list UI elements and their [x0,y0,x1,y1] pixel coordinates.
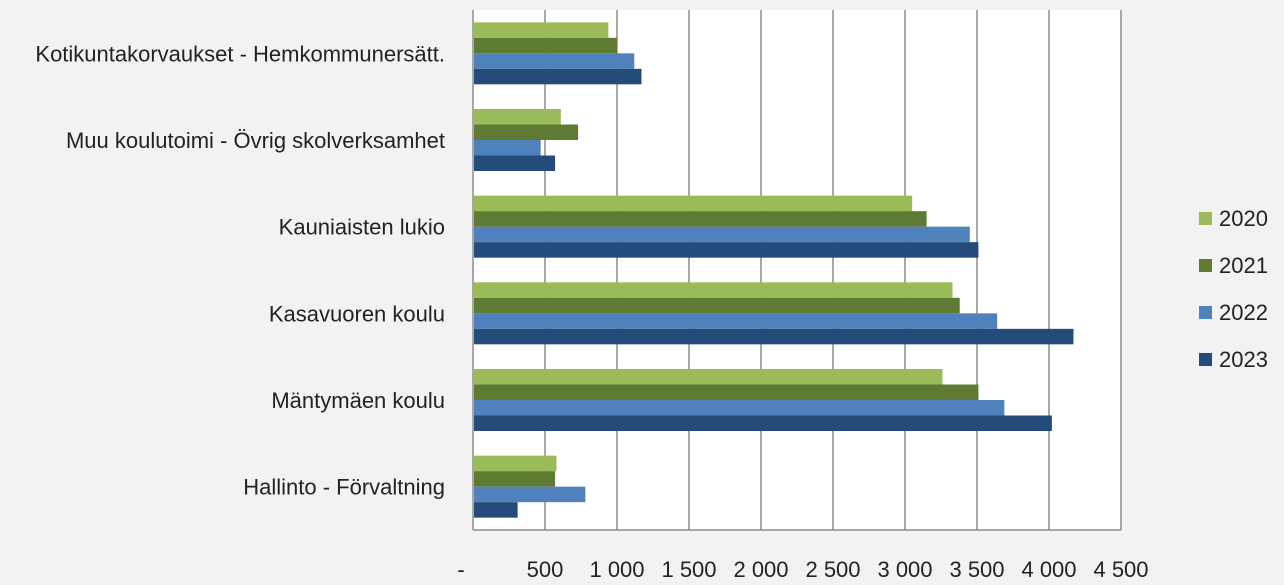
legend: 2020 2021 2022 2023 [1199,206,1268,372]
plot-area [473,10,1121,530]
bar-2023 [474,502,518,518]
bar-2023 [474,155,556,171]
x-tick-label: 4 500 [1093,557,1148,580]
bar-2022 [474,53,635,69]
legend-label: 2022 [1219,300,1268,325]
bar-2023 [474,242,979,258]
bar-2020 [474,455,557,472]
category-label: Kasavuoren koulu [269,301,445,326]
legend-swatch-2020 [1199,212,1212,225]
x-tick-label: 500 [527,557,564,580]
x-tick-label: 1 500 [661,557,716,580]
bar-2020 [474,282,953,298]
bar-2023 [474,68,642,85]
category-label: Mäntymäen koulu [271,388,445,413]
category-label: Hallinto - Förvaltning [243,475,445,500]
legend-label: 2023 [1219,347,1268,372]
bar-2020 [474,109,561,125]
x-tick-label: 2 500 [805,557,860,580]
bar-2022 [474,400,1005,416]
bars [474,22,1074,518]
legend-label: 2021 [1219,253,1268,278]
bar-2023 [474,328,1074,345]
category-labels: Kotikuntakorvaukset - Hemkommunersätt. Mu… [35,41,445,499]
x-tick-label: 2 000 [733,557,788,580]
bar-2022 [474,313,998,329]
bar-2021 [474,124,579,140]
x-tick-label: 4 000 [1021,557,1076,580]
gridlines [544,10,1122,530]
x-tick-label: 3 500 [949,557,1004,580]
x-tick-label: - [457,557,464,580]
category-label: Kotikuntakorvaukset - Hemkommunersätt. [35,41,445,66]
bar-2020 [474,369,943,385]
bar-2022 [474,226,970,243]
x-tick-label: 1 000 [589,557,644,580]
x-tick-labels: - 500 1 000 1 500 2 000 2 500 3 000 3 500 4 000 4… [457,557,1148,582]
bar-2022 [474,140,541,156]
bar-2021 [474,471,556,487]
bar-2021 [474,211,927,227]
bar-2020 [474,22,609,38]
legend-swatch-2023 [1199,353,1212,366]
category-label: Muu koulutoimi - Övrig skolverksamhet [66,128,445,153]
bar-2022 [474,486,586,503]
category-label: Kauniaisten lukio [279,215,445,240]
bar-2023 [474,415,1052,431]
x-tick-label: 3 000 [877,557,932,580]
bar-2021 [474,37,617,54]
axes [472,10,1121,531]
legend-swatch-2021 [1199,259,1212,272]
legend-label: 2020 [1219,206,1268,231]
bar-2020 [474,195,913,212]
bar-2021 [474,297,960,314]
bar-2021 [474,384,979,400]
legend-swatch-2022 [1199,306,1212,319]
